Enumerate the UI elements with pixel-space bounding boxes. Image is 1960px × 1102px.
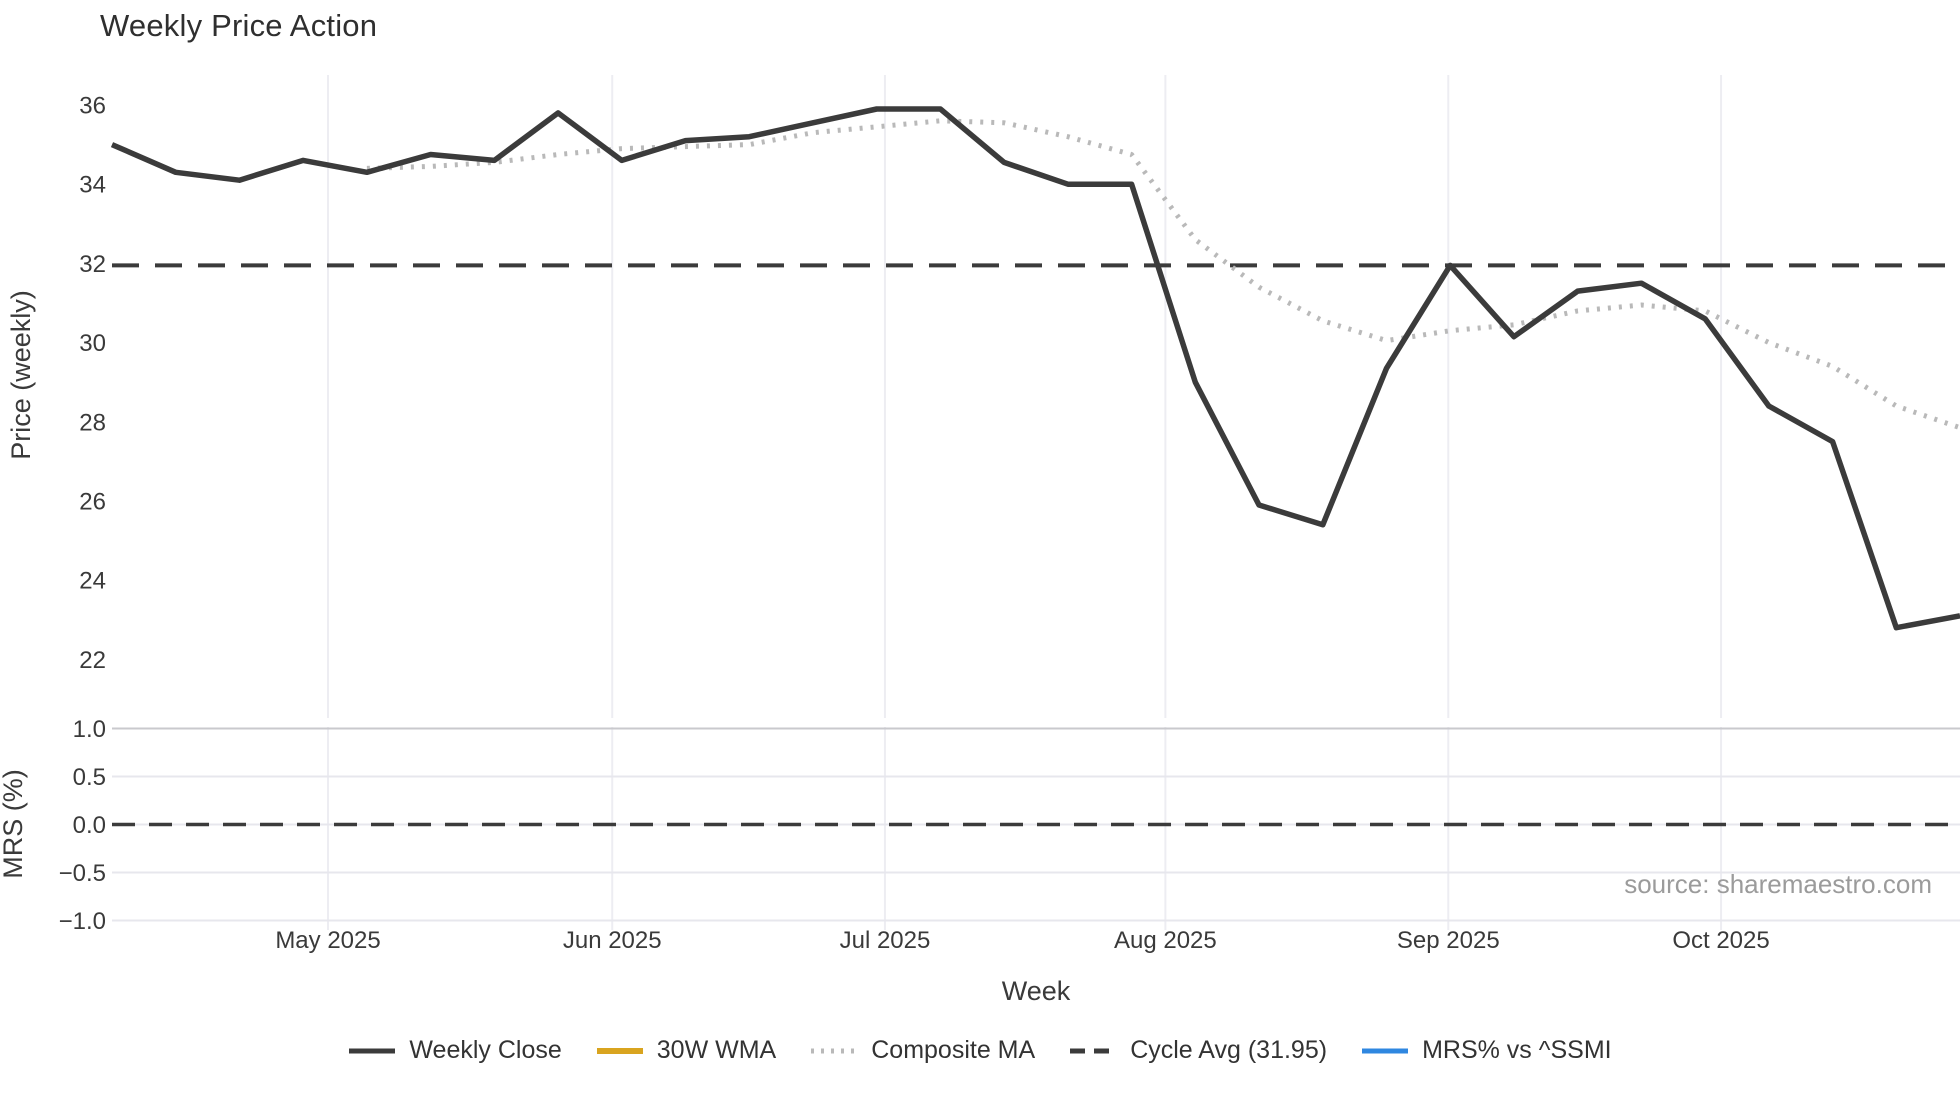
- price-y-tick-label: 36: [79, 93, 106, 120]
- legend-item-cycle-avg-31-95-: Cycle Avg (31.95): [1069, 1036, 1327, 1065]
- weekly-close-line: [110, 106, 1960, 631]
- legend-item-weekly-close: Weekly Close: [348, 1036, 562, 1065]
- price-y-tick-label: 28: [79, 409, 106, 436]
- mrs-y-tick-label: 1.0: [73, 716, 106, 743]
- legend-item-mrs-vs-ssmi: MRS% vs ^SSMI: [1361, 1036, 1612, 1065]
- mrs-y-tick-label: 0.0: [73, 812, 106, 839]
- x-tick-label: Jul 2025: [840, 927, 931, 954]
- x-tick-label: Sep 2025: [1397, 927, 1500, 954]
- legend-swatch-dotted-icon: [811, 1048, 858, 1053]
- composite-ma-line: [366, 118, 1960, 431]
- price-y-tick-label: 24: [79, 568, 106, 595]
- chart-legend: Weekly Close 30W WMA Composite MA Cycle Avg…: [0, 1036, 1960, 1065]
- legend-label: 30W WMA: [656, 1036, 777, 1064]
- x-tick-label: Aug 2025: [1114, 927, 1217, 954]
- mrs-y-axis-label: MRS (%): [0, 769, 28, 879]
- legend-label: Cycle Avg (31.95): [1130, 1036, 1328, 1064]
- legend-swatch-dashed-icon: [1070, 1048, 1117, 1053]
- legend-label: Weekly Close: [409, 1036, 562, 1064]
- price-y-tick-label: 34: [79, 172, 106, 199]
- legend-label: Composite MA: [871, 1036, 1036, 1064]
- mrs-y-tick-label: 0.5: [73, 764, 106, 791]
- legend-swatch-solid-icon: [349, 1048, 396, 1053]
- legend-item-composite-ma: Composite MA: [810, 1036, 1035, 1065]
- x-tick-label: Jun 2025: [563, 927, 662, 954]
- price-y-axis-label: Price (weekly): [6, 290, 36, 460]
- price-y-tick-label: 26: [79, 489, 106, 516]
- x-tick-label: May 2025: [275, 927, 380, 954]
- price-y-tick-label: 30: [79, 330, 106, 357]
- x-axis-label: Week: [1001, 976, 1071, 1006]
- legend-label: MRS% vs ^SSMI: [1422, 1036, 1612, 1064]
- chart-title: Weekly Price Action: [100, 8, 378, 43]
- price-y-tick-label: 22: [79, 647, 106, 674]
- legend-swatch-solid-icon: [596, 1047, 643, 1054]
- price-y-tick-label: 32: [79, 251, 106, 278]
- x-tick-label: Oct 2025: [1672, 927, 1769, 954]
- mrs-y-tick-label: −1.0: [59, 908, 106, 935]
- legend-swatch-solid-icon: [1362, 1048, 1409, 1053]
- source-note: source: sharemaestro.com: [1624, 869, 1932, 899]
- legend-item-30w-wma: 30W WMA: [596, 1036, 776, 1065]
- mrs-y-tick-label: −0.5: [59, 860, 106, 887]
